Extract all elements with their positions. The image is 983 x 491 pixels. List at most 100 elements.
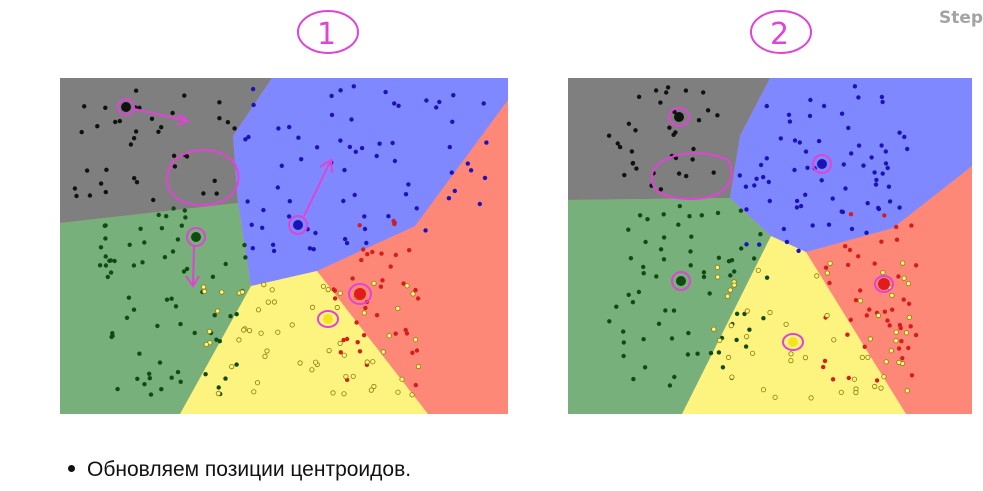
data-point xyxy=(107,258,112,263)
data-point xyxy=(893,338,899,344)
data-point xyxy=(225,120,231,125)
data-point xyxy=(341,337,346,343)
data-point xyxy=(374,153,379,159)
data-point xyxy=(450,119,455,124)
data-point xyxy=(201,288,208,294)
data-point xyxy=(364,359,370,365)
data-point xyxy=(249,222,254,227)
data-point xyxy=(175,369,181,375)
data-point xyxy=(276,126,281,131)
data-point xyxy=(157,360,163,365)
data-point xyxy=(135,376,140,381)
data-point xyxy=(388,264,393,269)
data-point xyxy=(862,344,867,349)
data-point xyxy=(393,331,398,336)
data-point xyxy=(739,246,744,251)
data-point xyxy=(117,118,122,124)
data-point xyxy=(881,374,887,380)
data-point xyxy=(264,348,270,354)
data-point xyxy=(357,349,363,354)
data-point xyxy=(858,288,863,293)
data-point xyxy=(621,329,626,334)
data-point xyxy=(255,307,262,313)
data-point xyxy=(622,172,627,178)
data-point xyxy=(95,124,100,129)
data-point xyxy=(131,263,137,268)
data-point xyxy=(352,192,357,198)
data-point xyxy=(341,352,347,358)
data-point xyxy=(192,330,197,336)
data-point xyxy=(147,376,152,381)
data-point xyxy=(395,305,401,311)
data-point xyxy=(313,359,319,365)
data-point xyxy=(778,136,783,141)
data-point xyxy=(827,280,832,286)
data-point xyxy=(219,289,225,295)
data-point xyxy=(162,255,168,260)
data-point xyxy=(178,379,183,384)
data-point xyxy=(74,193,79,199)
data-point xyxy=(265,299,271,305)
data-point xyxy=(637,213,643,218)
data-point xyxy=(261,207,266,213)
data-point xyxy=(451,93,456,98)
data-point xyxy=(772,394,778,400)
data-point xyxy=(246,134,251,140)
data-point xyxy=(410,350,415,355)
data-point xyxy=(716,350,722,355)
data-point xyxy=(864,313,869,318)
data-point xyxy=(103,105,108,110)
data-point xyxy=(132,176,137,181)
data-point xyxy=(403,327,408,333)
data-point xyxy=(275,329,281,335)
data-point xyxy=(337,340,343,346)
data-point xyxy=(403,192,409,197)
data-point xyxy=(377,141,382,146)
data-point xyxy=(341,391,347,397)
data-point xyxy=(147,371,152,376)
data-point xyxy=(764,275,770,280)
data-point xyxy=(606,133,612,138)
data-point xyxy=(872,261,877,266)
data-point xyxy=(696,118,702,123)
data-point xyxy=(232,126,237,131)
data-point xyxy=(406,182,411,187)
data-point xyxy=(338,350,343,355)
data-point xyxy=(214,191,219,196)
data-point xyxy=(849,151,854,156)
data-point xyxy=(447,144,452,150)
data-point xyxy=(688,263,693,268)
data-point xyxy=(882,213,887,218)
data-point xyxy=(380,349,386,355)
data-point xyxy=(886,184,892,189)
data-point xyxy=(607,319,612,324)
data-point xyxy=(747,327,752,332)
data-point xyxy=(715,210,721,216)
data-point xyxy=(87,193,93,198)
data-point xyxy=(743,344,749,349)
data-point xyxy=(715,274,721,280)
data-point xyxy=(206,328,212,334)
bullet-point: Обновляем позиции центроидов. xyxy=(68,458,411,482)
data-point xyxy=(349,117,354,122)
data-point xyxy=(239,289,245,295)
data-point xyxy=(184,266,190,272)
data-point xyxy=(105,274,110,280)
data-point xyxy=(261,282,267,288)
data-point xyxy=(683,88,689,93)
data-point xyxy=(365,252,370,257)
data-point xyxy=(822,358,828,364)
data-point xyxy=(865,201,870,206)
data-point xyxy=(716,255,722,260)
data-point xyxy=(792,167,797,173)
data-point xyxy=(792,138,798,143)
data-point xyxy=(215,308,221,314)
data-point xyxy=(212,178,217,183)
data-point xyxy=(102,223,107,228)
data-point xyxy=(212,313,217,318)
data-point xyxy=(412,337,419,343)
data-point xyxy=(896,359,902,365)
data-point xyxy=(665,85,671,90)
data-point xyxy=(214,337,219,342)
data-point xyxy=(909,223,914,228)
